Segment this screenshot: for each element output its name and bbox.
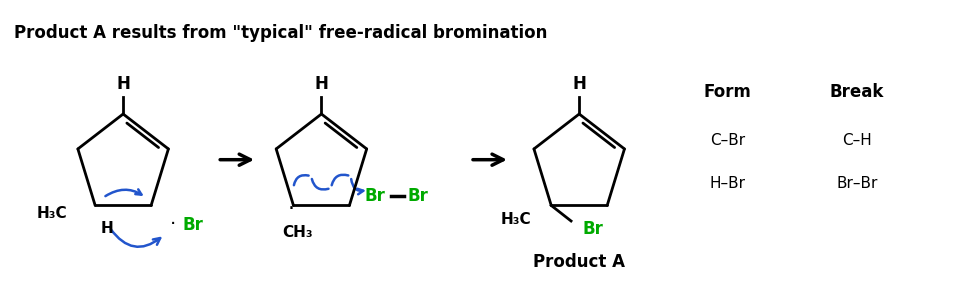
- Text: H: H: [315, 74, 328, 93]
- Text: Br: Br: [408, 187, 429, 205]
- FancyArrowPatch shape: [312, 179, 328, 190]
- FancyArrowPatch shape: [294, 175, 309, 185]
- Text: Br: Br: [182, 216, 204, 234]
- Text: Form: Form: [704, 83, 752, 101]
- Text: ·: ·: [288, 199, 295, 219]
- FancyArrowPatch shape: [332, 175, 349, 185]
- Text: Product A results from "typical" free-radical bromination: Product A results from "typical" free-ra…: [14, 24, 547, 42]
- FancyArrowPatch shape: [105, 189, 141, 196]
- Text: C–Br: C–Br: [710, 133, 745, 148]
- Text: Br–Br: Br–Br: [836, 176, 878, 192]
- Text: H: H: [116, 74, 131, 93]
- Text: Br: Br: [583, 220, 604, 238]
- Text: Break: Break: [830, 83, 884, 101]
- Text: C–H: C–H: [842, 133, 872, 148]
- Text: Product A: Product A: [533, 253, 625, 271]
- FancyArrowPatch shape: [352, 179, 363, 194]
- Text: CH₃: CH₃: [282, 225, 313, 240]
- Text: H: H: [573, 74, 586, 93]
- Text: H–Br: H–Br: [710, 176, 746, 192]
- Text: ·: ·: [169, 215, 175, 235]
- FancyArrowPatch shape: [111, 229, 160, 247]
- Text: H₃C: H₃C: [37, 206, 67, 221]
- Text: H: H: [101, 221, 114, 236]
- Text: Br: Br: [364, 187, 385, 205]
- Text: H₃C: H₃C: [501, 212, 532, 226]
